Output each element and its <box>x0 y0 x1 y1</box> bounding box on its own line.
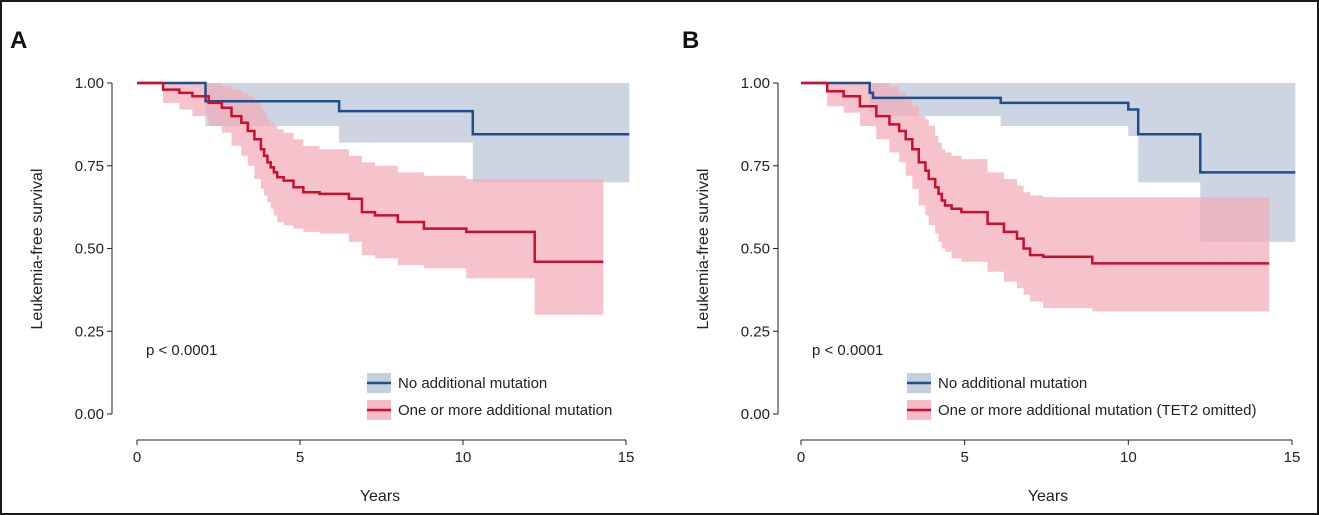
panel-b-survival-line-mutation <box>801 81 1270 265</box>
panel-b-ci-band-mutation <box>801 83 1270 312</box>
panel-b-y-tick-label: 0.50 <box>741 241 770 258</box>
panel-a-plot: 0.00 0.25 0.50 0.75 1.00 0 5 10 15 No additional … <box>75 75 635 466</box>
panel-b-plot: 0.00 0.25 0.50 0.75 1.00 0 5 10 15 No additional … <box>741 75 1301 466</box>
panel-a-x-axis-title: Years <box>360 488 400 505</box>
panel-b-p-value: p < 0.0001 <box>812 342 883 359</box>
panel-a-x-tick-label: 10 <box>455 449 472 466</box>
panel-b-ci-band-no-mutation <box>801 83 1296 242</box>
panel-a-ci-band-mutation <box>137 83 604 315</box>
panel-a-survival-line-no-mutation <box>137 81 630 136</box>
panel-b-legend-label-mutation: One or more additional mutation (TET2 om… <box>938 402 1256 419</box>
panel-a-y-axis-title: Leukemia-free survival <box>29 169 46 330</box>
panel-a-x-tick-label: 5 <box>296 449 304 466</box>
panel-b-survival-line-no-mutation <box>801 81 1296 174</box>
panel-b-x-tick-label: 0 <box>797 449 805 466</box>
panel-b-y-tick-label: 1.00 <box>741 75 770 92</box>
panel-a-x-tick-label: 15 <box>618 449 635 466</box>
panel-a-y-tick-label: 0.00 <box>75 406 104 423</box>
panel-b-y-tick-label: 0.00 <box>741 406 770 423</box>
panel-b-y-tick-label: 0.25 <box>741 323 770 340</box>
panel-a-legend-label-mutation: One or more additional mutation <box>398 402 612 419</box>
panel-a-y-tick-label: 1.00 <box>75 75 104 92</box>
panel-b-y-axis-title: Leukemia-free survival <box>695 169 712 330</box>
panel-a-p-value: p < 0.0001 <box>146 342 217 359</box>
panel-b-y-tick-label: 0.75 <box>741 158 770 175</box>
panel-a-label: A <box>10 27 27 54</box>
panel-b-x-axis-title: Years <box>1028 488 1068 505</box>
panel-b-x-tick-label: 5 <box>960 449 968 466</box>
panel-a-y-tick-label: 0.50 <box>75 241 104 258</box>
panel-a-y-tick-label: 0.75 <box>75 158 104 175</box>
panel-a-y-tick-label: 0.25 <box>75 323 104 340</box>
panel-b-x-tick-label: 15 <box>1284 449 1301 466</box>
panel-a-x-tick-label: 0 <box>133 449 141 466</box>
panel-b-x-tick-label: 10 <box>1120 449 1137 466</box>
panel-b-label: B <box>682 27 699 54</box>
panel-a-legend-label-no-mutation: No additional mutation <box>398 375 547 392</box>
panel-b: B 0.00 0.25 0.50 0.75 1.00 0 5 10 15 No additiona… <box>682 27 1300 505</box>
panel-a: A 0.00 0.25 0.50 0.75 1.00 0 5 10 15 No additiona… <box>10 27 634 505</box>
panel-a-survival-line-mutation <box>137 81 604 263</box>
panel-b-legend-label-no-mutation: No additional mutation <box>938 375 1087 392</box>
